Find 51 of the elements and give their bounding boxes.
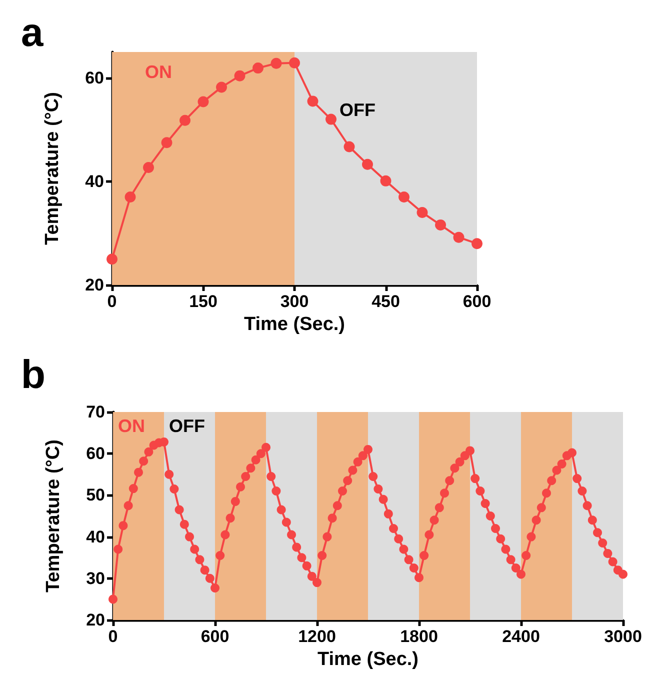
point — [216, 82, 227, 93]
point — [143, 162, 154, 173]
point — [416, 207, 428, 218]
x-tick-label: 2400 — [502, 627, 540, 646]
point — [252, 62, 264, 74]
band-label: ON — [118, 416, 145, 436]
x-tick-label: 600 — [462, 292, 492, 311]
x-tick-label: 300 — [280, 292, 309, 311]
y-tick-label: 40 — [85, 172, 104, 191]
point — [435, 219, 446, 230]
point — [161, 137, 172, 148]
y-tick-label: 70 — [86, 402, 105, 422]
chart-title: a — [21, 11, 44, 55]
x-tick-label: 1800 — [400, 627, 438, 646]
y-tick-label: 60 — [85, 68, 104, 88]
point — [362, 158, 373, 170]
y-axis-title: Temperature (°C) — [42, 92, 63, 245]
band-label: OFF — [340, 100, 376, 120]
y-tick-label: 20 — [85, 276, 104, 294]
point — [307, 96, 318, 107]
point — [180, 114, 190, 126]
y-axis-title: Temperature (°C) — [43, 440, 64, 592]
point — [289, 57, 300, 68]
x-tick-label: 3000 — [604, 627, 642, 646]
y-tick-label: 50 — [86, 486, 105, 505]
y-tick-label: 30 — [86, 568, 105, 588]
point — [106, 254, 118, 265]
band-label: ON — [145, 62, 172, 82]
x-axis-title: Time (Sec.) — [317, 649, 419, 670]
point — [453, 232, 464, 243]
x-tick-label: 600 — [200, 627, 230, 646]
point — [398, 191, 410, 202]
y-tick-label: 20 — [86, 610, 105, 630]
point — [270, 58, 282, 69]
y-tick-label: 60 — [86, 444, 105, 464]
point — [198, 96, 209, 108]
y-tick-label: 40 — [86, 527, 105, 546]
point — [326, 114, 336, 125]
chart-title: b — [21, 353, 46, 397]
x-tick-label: 450 — [372, 292, 400, 311]
x-tick-label: 0 — [107, 292, 117, 311]
point — [344, 141, 355, 152]
x-tick-label: 0 — [108, 627, 118, 646]
x-tick-label: 150 — [189, 292, 218, 311]
band-label: OFF — [169, 416, 205, 436]
point — [234, 70, 246, 82]
point — [124, 191, 136, 202]
point — [380, 175, 392, 186]
x-axis-title: Time (Sec.) — [244, 314, 346, 335]
point — [472, 238, 482, 250]
x-tick-label: 1200 — [298, 627, 336, 646]
